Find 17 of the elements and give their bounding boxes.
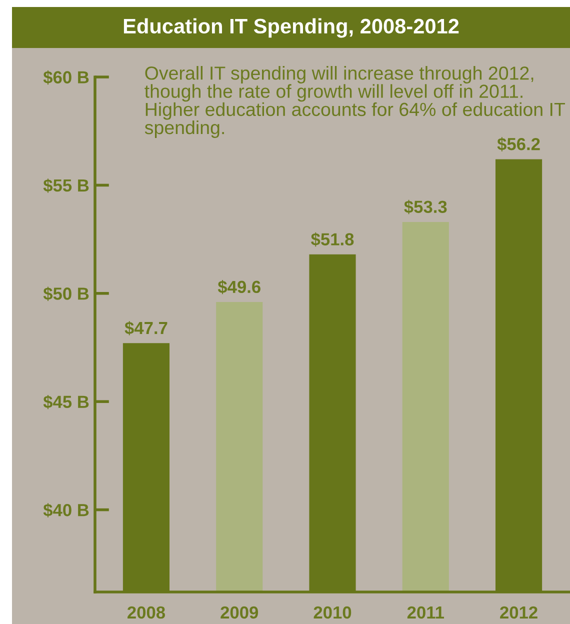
annotation: Overall IT spending will increase through 2012, though the rate of growth will level off in 2011. Higher education accounts for 64% of education IT spending. bbox=[144, 66, 566, 138]
x-tick-label: 2010 bbox=[314, 606, 352, 619]
chart-title: Education IT Spending, 2008-2012 bbox=[124, 18, 459, 38]
y-tick-label: $50 B bbox=[43, 286, 89, 301]
x-tick-label: 2011 bbox=[407, 606, 444, 619]
data-label: $53.3 bbox=[404, 200, 447, 214]
y-tick-label: $60 B bbox=[43, 70, 89, 85]
y-tick-label: $40 B bbox=[43, 503, 89, 518]
y-tick-label: $55 B bbox=[43, 178, 89, 193]
x-tick-label: 2012 bbox=[500, 606, 538, 619]
data-label: $47.7 bbox=[124, 321, 168, 336]
x-tick-label: 2008 bbox=[128, 606, 166, 619]
data-label: $49.6 bbox=[218, 280, 260, 294]
x-tick-label: 2009 bbox=[220, 606, 258, 619]
data-label: $51.8 bbox=[311, 232, 354, 247]
data-label: $56.2 bbox=[497, 137, 540, 152]
y-tick-label: $45 B bbox=[43, 394, 89, 410]
